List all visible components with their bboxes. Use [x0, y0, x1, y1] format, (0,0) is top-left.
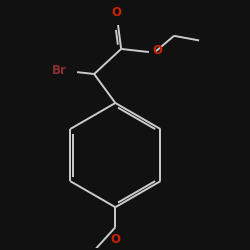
Text: Br: Br — [52, 64, 66, 77]
Text: O: O — [110, 233, 120, 246]
Text: O: O — [112, 6, 122, 19]
Text: O: O — [153, 44, 163, 57]
